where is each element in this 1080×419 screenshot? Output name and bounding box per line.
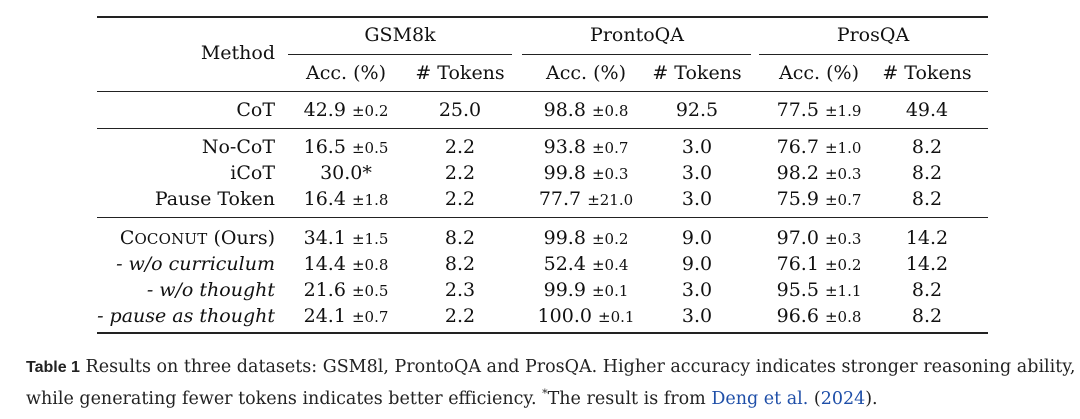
method-cell: No-CoT [201, 136, 275, 158]
section-rule-2 [97, 217, 988, 218]
method-cell: iCoT [230, 162, 275, 184]
tokens-cell: 9.0 [681, 253, 713, 275]
citation-year-link[interactable]: 2024 [820, 388, 866, 409]
acc-cell: 16.4 ±1.8 [303, 188, 389, 210]
tokens-cell: 49.4 [905, 99, 949, 121]
tokens-cell: 14.2 [905, 227, 949, 249]
acc-cell: 77.5 ±1.9 [776, 99, 862, 121]
tokens-cell: 2.3 [444, 279, 476, 301]
tokens-cell: 8.2 [444, 227, 476, 249]
acc-cell: 99.9 ±0.1 [543, 279, 629, 301]
tokens-cell: 3.0 [681, 305, 713, 327]
caption-text: Results on three datasets: GSM8l, Pronto… [85, 357, 1076, 377]
subheader-acc: Acc. (%) [306, 62, 386, 84]
tokens-cell: 3.0 [681, 279, 713, 301]
tokens-cell: 2.2 [444, 136, 476, 158]
acc-cell: 30.0* [320, 162, 372, 184]
acc-cell: 100.0 ±0.1 [537, 305, 635, 327]
acc-cell: 98.8 ±0.8 [543, 99, 629, 121]
tokens-cell: 8.2 [911, 279, 943, 301]
acc-cell: 52.4 ±0.4 [543, 253, 629, 275]
bottom-rule [97, 332, 988, 334]
acc-cell: 16.5 ±0.5 [303, 136, 389, 158]
caption-text: while generating fewer tokens indicates … [26, 388, 543, 409]
subheader-tokens: # Tokens [652, 62, 742, 84]
tokens-cell: 8.2 [444, 253, 476, 275]
method-cell-coconut: COCONUT (Ours) [119, 227, 275, 249]
top-rule [97, 16, 988, 18]
acc-cell: 95.5 ±1.1 [776, 279, 862, 301]
method-cell: - w/o thought [146, 279, 275, 301]
caption-text: The result is from [547, 388, 712, 409]
tokens-cell: 3.0 [681, 188, 713, 210]
method-cell: - w/o curriculum [116, 253, 275, 275]
subheader-acc: Acc. (%) [546, 62, 626, 84]
group-header-prosqa: ProsQA [836, 24, 910, 46]
group-header-prontoqa: ProntoQA [590, 24, 684, 46]
tokens-cell: 25.0 [438, 99, 482, 121]
tokens-cell: 3.0 [681, 162, 713, 184]
group-underline-prontoqa [522, 54, 751, 55]
tokens-cell: 8.2 [911, 136, 943, 158]
tokens-cell: 2.2 [444, 162, 476, 184]
tokens-cell: 14.2 [905, 253, 949, 275]
table-caption: Table 1 Results on three datasets: GSM8l… [26, 357, 1076, 409]
subheader-tokens: # Tokens [415, 62, 505, 84]
group-header-gsm8k: GSM8k [364, 24, 436, 46]
tokens-cell: 92.5 [675, 99, 719, 121]
footnote-mark: * [542, 387, 548, 400]
acc-cell: 42.9 ±0.2 [303, 99, 389, 121]
acc-cell: 99.8 ±0.3 [543, 162, 629, 184]
acc-cell: 77.7 ±21.0 [538, 188, 634, 210]
header-rule [97, 91, 988, 92]
citation-link[interactable]: Deng et al. [711, 388, 809, 409]
tokens-cell: 2.2 [444, 305, 476, 327]
tokens-cell: 2.2 [444, 188, 476, 210]
tokens-cell: 8.2 [911, 305, 943, 327]
tokens-cell: 8.2 [911, 162, 943, 184]
acc-cell: 93.8 ±0.7 [543, 136, 629, 158]
acc-cell: 24.1 ±0.7 [303, 305, 389, 327]
method-cell: Pause Token [154, 188, 275, 210]
acc-cell: 14.4 ±0.8 [303, 253, 389, 275]
tokens-cell: 3.0 [681, 136, 713, 158]
acc-cell: 97.0 ±0.3 [776, 227, 862, 249]
acc-cell: 96.6 ±0.8 [776, 305, 862, 327]
tokens-cell: 9.0 [681, 227, 713, 249]
subheader-acc: Acc. (%) [779, 62, 859, 84]
acc-cell: 75.9 ±0.7 [776, 188, 862, 210]
section-rule-1 [97, 128, 988, 129]
acc-cell: 98.2 ±0.3 [776, 162, 862, 184]
group-underline-gsm8k [288, 54, 512, 55]
method-header: Method [200, 42, 275, 64]
subheader-tokens: # Tokens [882, 62, 972, 84]
method-cell: - pause as thought [97, 305, 275, 327]
method-cell: CoT [236, 99, 275, 121]
acc-cell: 99.8 ±0.2 [543, 227, 629, 249]
tokens-cell: 8.2 [911, 188, 943, 210]
acc-cell: 76.7 ±1.0 [776, 136, 862, 158]
acc-cell: 76.1 ±0.2 [776, 253, 862, 275]
acc-cell: 34.1 ±1.5 [303, 227, 389, 249]
caption-text: ). [865, 388, 878, 409]
acc-cell: 21.6 ±0.5 [303, 279, 389, 301]
group-underline-prosqa [759, 54, 988, 55]
caption-label: Table 1 [26, 359, 80, 376]
